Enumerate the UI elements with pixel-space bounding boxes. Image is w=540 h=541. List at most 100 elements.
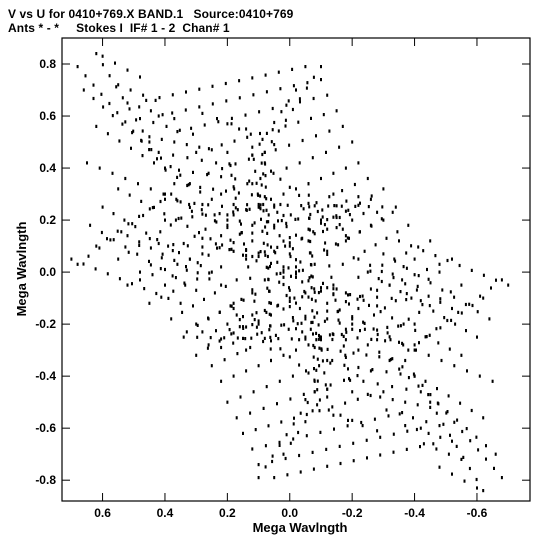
uv-point	[405, 266, 408, 270]
uv-point	[333, 204, 336, 208]
uv-point	[347, 367, 349, 371]
uv-point	[308, 276, 311, 280]
uv-point	[360, 420, 363, 425]
uv-point	[210, 148, 213, 152]
uv-point	[482, 273, 485, 277]
uv-point	[479, 294, 482, 298]
uv-point	[290, 337, 293, 341]
uv-point	[254, 292, 257, 296]
uv-point	[313, 287, 316, 291]
uv-point	[308, 205, 311, 209]
uv-point	[277, 337, 280, 341]
uv-point	[94, 267, 97, 271]
uv-point	[259, 250, 262, 254]
uv-point	[297, 430, 300, 435]
uv-point	[249, 345, 252, 350]
uv-point	[320, 289, 322, 293]
uv-point	[357, 306, 360, 311]
uv-point	[332, 293, 335, 297]
uv-point	[451, 472, 453, 476]
uv-point	[195, 322, 198, 326]
uv-point	[138, 214, 141, 218]
uv-point	[201, 245, 204, 249]
uv-point	[289, 254, 292, 259]
uv-point	[328, 195, 331, 199]
uv-point	[413, 273, 416, 277]
uv-point	[208, 271, 211, 275]
uv-point	[139, 75, 141, 79]
uv-point	[157, 150, 160, 154]
uv-point	[220, 234, 223, 238]
uv-point	[233, 187, 236, 191]
uv-point	[232, 249, 235, 253]
uv-point	[425, 420, 428, 424]
uv-point	[245, 208, 248, 212]
uv-point	[167, 244, 170, 248]
uv-point	[232, 331, 235, 335]
uv-point	[326, 317, 329, 321]
uv-point	[185, 90, 187, 94]
uv-point	[246, 135, 249, 139]
uv-point	[209, 237, 212, 241]
uv-point	[427, 294, 430, 298]
uv-point	[326, 301, 329, 305]
uv-point	[126, 234, 129, 238]
uv-point	[414, 328, 417, 332]
uv-point	[336, 310, 339, 314]
uv-point	[255, 311, 258, 315]
uv-point	[412, 372, 415, 376]
uv-point	[383, 306, 386, 310]
uv-point	[124, 120, 127, 124]
uv-point	[362, 298, 365, 302]
uv-point	[363, 327, 366, 331]
uv-point	[302, 392, 305, 396]
uv-point	[288, 244, 291, 248]
uv-point	[404, 282, 407, 286]
uv-point	[259, 176, 262, 181]
uv-point	[116, 111, 119, 115]
uv-point	[357, 365, 360, 370]
uv-point	[210, 364, 213, 368]
uv-point	[313, 345, 316, 350]
uv-point	[359, 329, 361, 333]
uv-point	[284, 124, 287, 128]
uv-point	[307, 343, 310, 347]
uv-point	[379, 453, 382, 457]
uv-point	[295, 301, 297, 305]
uv-point	[251, 239, 254, 243]
uv-point	[172, 289, 175, 293]
uv-point	[279, 347, 282, 351]
uv-point	[380, 269, 383, 274]
uv-point	[236, 208, 239, 212]
uv-point	[289, 397, 292, 401]
uv-point	[378, 355, 381, 359]
uv-point	[410, 244, 413, 248]
uv-point	[391, 210, 394, 214]
uv-point	[260, 183, 263, 187]
uv-point	[164, 168, 167, 172]
uv-point	[422, 442, 425, 446]
uv-point	[112, 212, 115, 216]
uv-point	[216, 117, 218, 121]
x-tick-label: 0.6	[94, 506, 111, 520]
uv-point	[295, 88, 297, 92]
uv-point	[442, 422, 445, 426]
uv-point	[246, 182, 249, 186]
uv-point	[313, 262, 316, 266]
uv-point	[111, 114, 114, 118]
uv-point	[259, 131, 261, 136]
uv-point	[424, 335, 427, 339]
uv-point	[439, 326, 442, 330]
uv-point	[154, 98, 157, 102]
uv-point	[288, 296, 291, 300]
uv-point	[150, 148, 153, 152]
uv-point	[215, 161, 218, 165]
uv-point	[313, 290, 316, 294]
uv-point	[394, 259, 397, 263]
uv-point	[402, 265, 405, 269]
x-tick-label: -0.2	[342, 506, 363, 520]
uv-point	[292, 437, 295, 441]
uv-point	[405, 387, 408, 391]
uv-point	[447, 452, 450, 456]
uv-point	[173, 182, 176, 186]
